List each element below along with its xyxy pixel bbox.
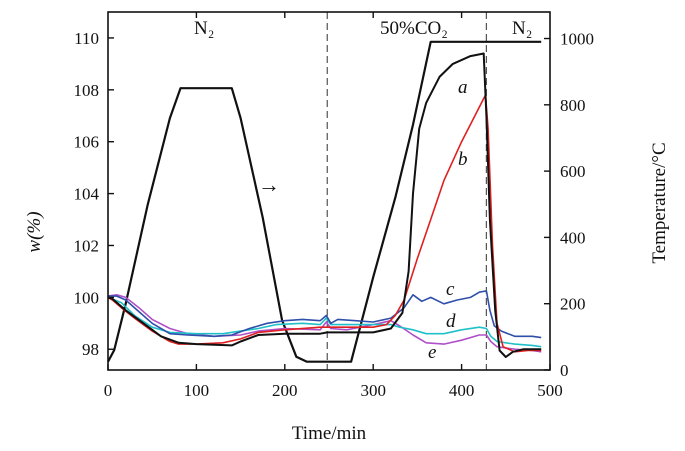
region-label-co2: 50%CO₂ [380,18,448,39]
curve-label-d: d [446,311,456,332]
series-line-d [107,296,542,348]
x-tick-label-300: 300 [360,381,386,400]
temperature-series [107,40,542,363]
x-tick-label-200: 200 [272,381,298,400]
y-axis-left: 98 100 102 104 106 108 110 [74,29,114,359]
x-axis: 0 100 200 300 400 500 [104,12,563,400]
y-axis-right: 0 200 400 600 800 1000 [544,30,594,380]
y-right-tick-label-400: 400 [560,228,586,247]
y-left-tick-label-106: 106 [74,133,100,152]
series-line-e [107,293,542,353]
y-left-tick-label-108: 108 [74,81,100,100]
arrow-annotation: → [258,172,280,197]
y-left-tick-label-100: 100 [74,288,100,307]
x-tick-label-400: 400 [449,381,475,400]
y-right-tick-label-0: 0 [560,361,569,380]
x-tick-label-100: 100 [184,381,210,400]
curve-label-c: c [446,279,455,300]
temperature-line [107,40,542,363]
y-axis-right-title: Temperature/°C [649,142,670,263]
y-axis-left-title: w(%) [24,211,45,252]
y-left-tick-label-110: 110 [74,29,99,48]
curve-label-e: e [428,342,436,363]
y-left-tick-label-102: 102 [74,236,100,255]
mass-series [107,52,542,358]
y-right-tick-label-1000: 1000 [560,30,594,49]
region-label-n2-2: N₂ [512,18,532,39]
y-left-tick-label-104: 104 [74,185,100,204]
curve-label-b: b [458,149,468,170]
y-right-tick-label-800: 800 [560,96,586,115]
x-tick-label-500: 500 [537,381,563,400]
y-left-tick-label-98: 98 [82,340,99,359]
x-axis-title: Time/min [292,423,367,444]
plot-frame [107,11,551,371]
series-line-a [107,52,542,358]
y-right-tick-label-200: 200 [560,295,586,314]
curve-label-a: a [458,77,468,98]
series-line-c [108,290,542,339]
series-line-b [107,94,542,353]
y-right-tick-label-600: 600 [560,162,586,181]
region-label-n2-1: N₂ [194,18,214,39]
region-dividers [326,12,487,370]
x-tick-label-0: 0 [104,381,113,400]
